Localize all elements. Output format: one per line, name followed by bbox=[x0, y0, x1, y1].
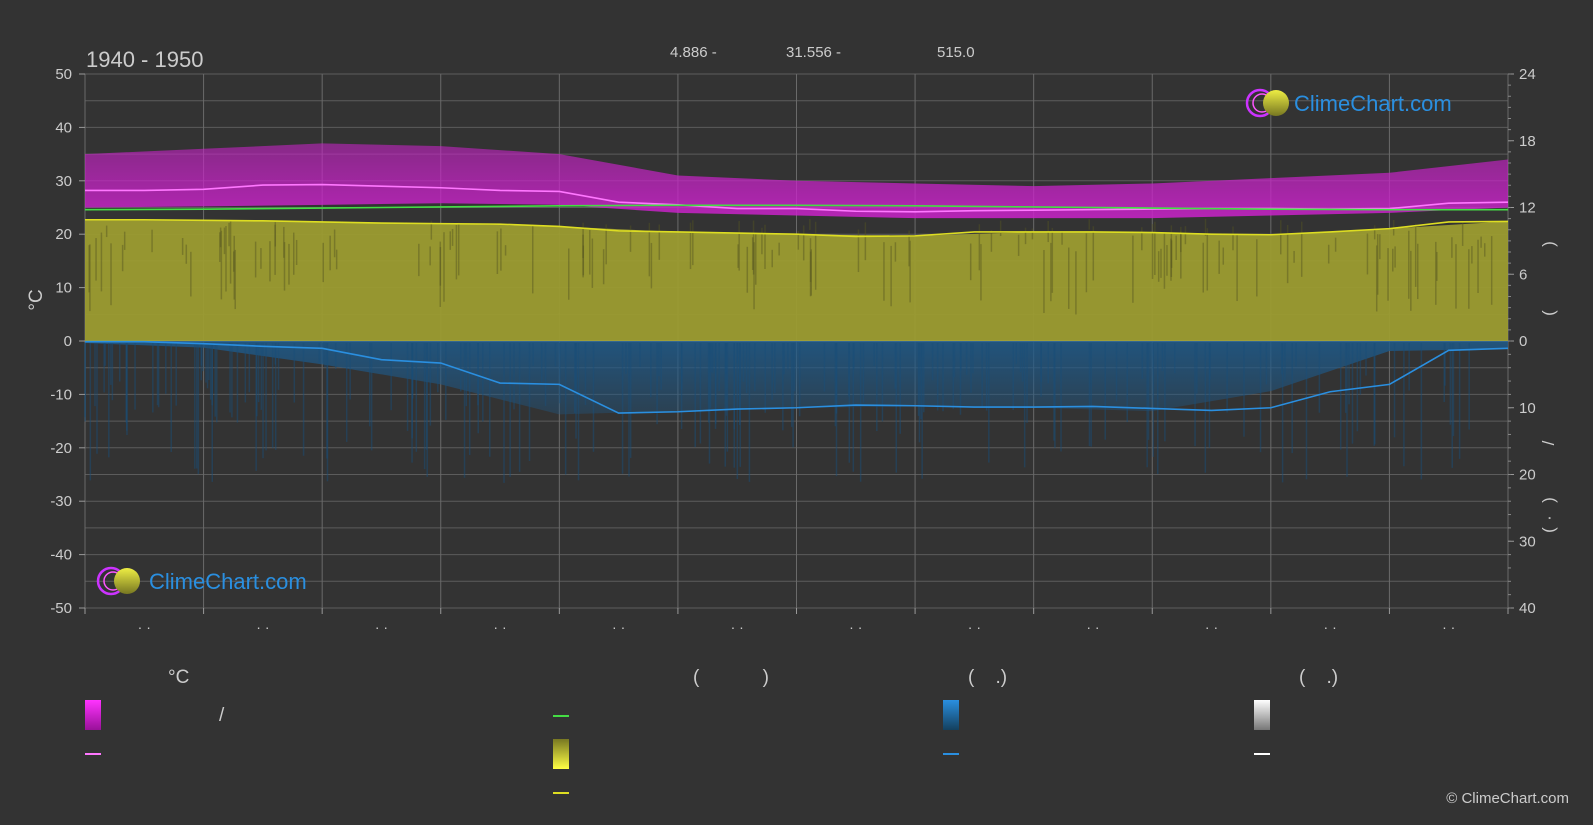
y-left-tick-label: -50 bbox=[50, 600, 72, 617]
subtitle-latitude: 4.886 - bbox=[670, 44, 717, 61]
right-bottom-label-glyph-open: ( bbox=[1539, 527, 1558, 533]
y-left-tick-label: 0 bbox=[64, 333, 72, 350]
right-top-label-glyph-close: ( bbox=[1539, 310, 1558, 316]
right-bottom-label-glyph-dot: · bbox=[1539, 515, 1558, 521]
logo-text: ClimeChart.com bbox=[149, 569, 307, 594]
logo-sun-icon bbox=[114, 568, 140, 594]
legend-swatch-precipitation-area bbox=[943, 700, 959, 730]
chart-title: 1940 - 1950 bbox=[86, 47, 203, 72]
y-right-top-tick-label: 0 bbox=[1519, 333, 1527, 350]
legend-swatch-temp-range bbox=[85, 700, 101, 730]
x-tick-label: · · bbox=[731, 619, 744, 635]
x-tick-label: · · bbox=[1205, 619, 1218, 635]
y-right-top-tick-label: 6 bbox=[1519, 266, 1527, 283]
y-right-bottom-tick-label: 10 bbox=[1519, 400, 1536, 417]
y-left-tick-label: -40 bbox=[50, 547, 72, 564]
logo-sun-icon bbox=[1263, 90, 1289, 116]
sunshine-area bbox=[85, 219, 1508, 341]
x-tick-label: · · bbox=[138, 619, 151, 635]
precipitation-area bbox=[85, 341, 1508, 415]
x-tick-label: · · bbox=[1442, 619, 1455, 635]
x-tick-label: · · bbox=[849, 619, 862, 635]
y-axis-left-label: °C bbox=[26, 289, 47, 310]
y-right-top-tick-label: 12 bbox=[1519, 200, 1536, 217]
y-left-tick-label: 10 bbox=[55, 280, 72, 297]
data-lines bbox=[84, 183, 1509, 414]
x-tick-label: · · bbox=[612, 619, 625, 635]
subtitle-longitude: 31.556 - bbox=[786, 44, 841, 61]
legend: °C ( ) ( .) ( .) / bbox=[85, 667, 1338, 794]
y-left-tick-label: -10 bbox=[50, 386, 72, 403]
logo-bottom-left[interactable]: ClimeChart.com bbox=[96, 566, 307, 596]
x-tick-label: · · bbox=[968, 619, 981, 635]
legend-header-temperature: °C bbox=[168, 667, 189, 688]
y-left-tick-label: 20 bbox=[55, 226, 72, 243]
sunshine-line bbox=[85, 218, 1509, 238]
legend-header-precipitation: ( .) bbox=[968, 667, 1007, 688]
temperature-range-band bbox=[85, 143, 1508, 219]
right-bottom-label-glyph-close: ) bbox=[1539, 497, 1558, 503]
right-top-label-glyph-open: ) bbox=[1539, 241, 1558, 247]
right-bottom-label-glyph-slash: / bbox=[1539, 440, 1558, 445]
x-tick-label: · · bbox=[493, 619, 506, 635]
y-right-bottom-tick-label: 20 bbox=[1519, 467, 1536, 484]
y-right-bottom-tick-label: 30 bbox=[1519, 533, 1536, 550]
y-left-tick-label: 50 bbox=[55, 66, 72, 83]
x-tick-label: · · bbox=[375, 619, 388, 635]
y-right-top-tick-label: 24 bbox=[1519, 66, 1536, 83]
legend-header-snow: ( .) bbox=[1299, 667, 1338, 688]
daylight-line bbox=[84, 204, 1508, 211]
precipitation-line bbox=[85, 340, 1509, 414]
x-tick-label: · · bbox=[1324, 619, 1337, 635]
y-right-bottom-tick-label: 40 bbox=[1519, 600, 1536, 617]
y-left-tick-label: 40 bbox=[55, 119, 72, 136]
y-right-top-tick-label: 18 bbox=[1519, 133, 1536, 150]
y-axis-right-bottom-label: / ) · ( bbox=[1539, 440, 1558, 532]
legend-swatch-snow-area bbox=[1254, 700, 1270, 730]
copyright: © ClimeChart.com bbox=[1446, 790, 1569, 807]
y-left-tick-label: 30 bbox=[55, 173, 72, 190]
subtitle-elevation: 515.0 bbox=[937, 44, 975, 61]
y-left-tick-label: -30 bbox=[50, 493, 72, 510]
data-bands bbox=[84, 143, 1508, 483]
logo-text: ClimeChart.com bbox=[1294, 91, 1452, 116]
y-left-tick-label: -20 bbox=[50, 440, 72, 457]
axes: 50 40 30 20 10 0 -10 -20 -30 -40 -50 24 18 12 6 0 10 20 30… bbox=[50, 66, 1535, 635]
legend-label-temp-range: / bbox=[219, 705, 225, 726]
logo-top-right[interactable]: ClimeChart.com bbox=[1245, 88, 1452, 118]
y-axis-right-top-label: ) ( bbox=[1539, 241, 1558, 316]
legend-header-sun: ( ) bbox=[693, 667, 769, 688]
x-tick-label: · · bbox=[256, 619, 269, 635]
x-tick-label: · · bbox=[1086, 619, 1099, 635]
legend-swatch-sunshine-area bbox=[553, 739, 569, 769]
